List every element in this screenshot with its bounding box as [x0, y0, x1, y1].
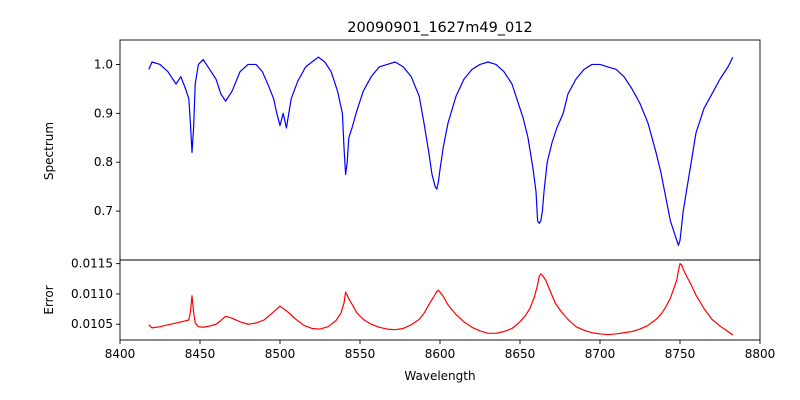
spectrum-y-tick-label: 0.7 — [94, 204, 113, 218]
error-y-tick-label: 0.0115 — [71, 257, 113, 271]
x-axis-label: Wavelength — [404, 369, 475, 383]
x-tick-label: 8750 — [665, 347, 696, 361]
x-tick-label: 8550 — [345, 347, 376, 361]
error-y-axis-label: Error — [42, 285, 56, 314]
error-y-tick-label: 0.0105 — [71, 317, 113, 331]
x-tick-label: 8450 — [185, 347, 216, 361]
x-tick-label: 8500 — [265, 347, 296, 361]
error-series-line-0 — [148, 263, 734, 336]
error-panel: 0.0105 0.0110 0.0115 8400 8450 8500 8550 8600 86… — [71, 257, 775, 361]
spectrum-y-axis-label: Spectrum — [42, 122, 56, 180]
x-tick-label: 8400 — [105, 347, 136, 361]
x-tick-label: 8800 — [745, 347, 776, 361]
spectrum-y-tick-label: 0.9 — [94, 106, 113, 120]
spectrum-series-line-0 — [148, 56, 734, 246]
spectrum-y-tick-label: 1.0 — [94, 57, 113, 71]
x-tick-label: 8600 — [425, 347, 456, 361]
chart-title: 20090901_1627m49_012 — [347, 20, 532, 36]
x-tick-label: 8700 — [585, 347, 616, 361]
error-y-tick-label: 0.0110 — [71, 287, 113, 301]
spectrum-y-tick-label: 0.8 — [94, 155, 113, 169]
x-tick-label: 8650 — [505, 347, 536, 361]
